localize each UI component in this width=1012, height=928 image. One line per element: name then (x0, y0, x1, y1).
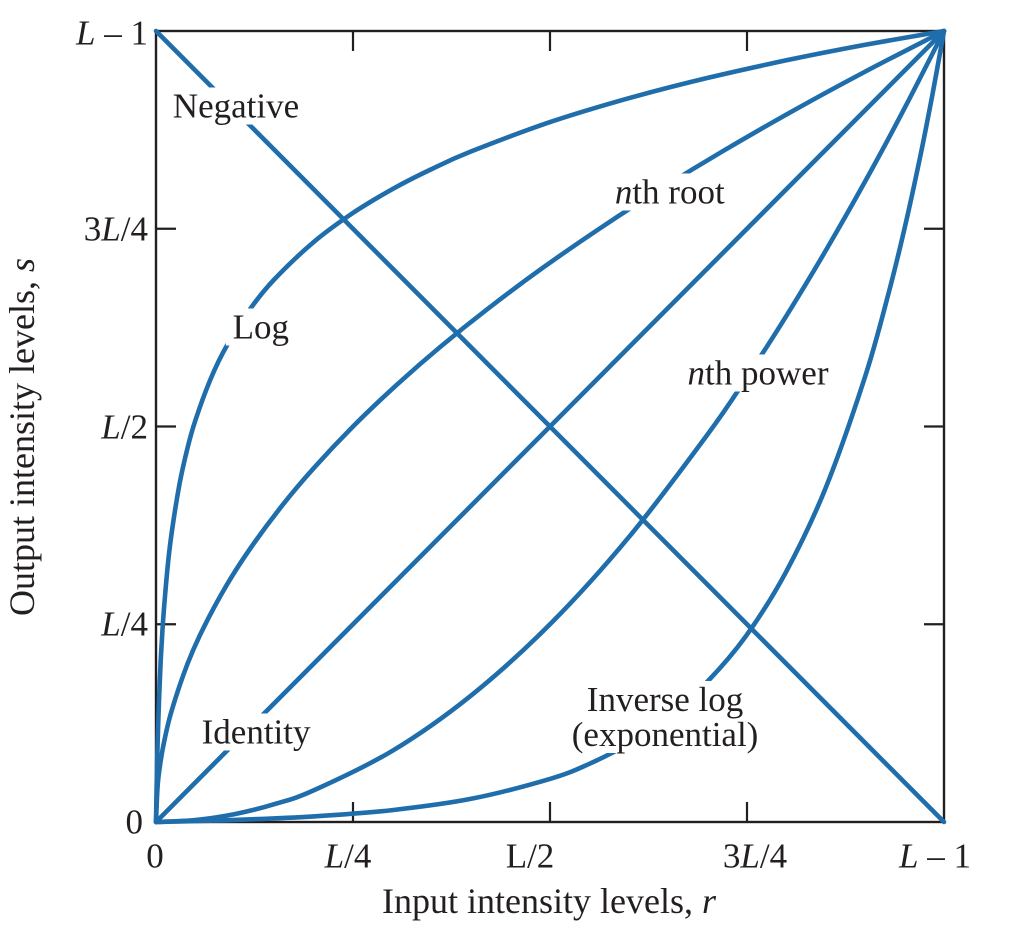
curve-nth-root (153, 28, 947, 825)
curve-label-identity: Identity (194, 713, 318, 751)
x-tick-label-2: L/2 (505, 836, 555, 876)
curve-label-negative: Negative (165, 87, 307, 125)
y-axis-title-text: Output intensity levels, (2, 272, 42, 616)
curve-identity (153, 28, 947, 825)
y-tick-label-3: 3L/4 (83, 209, 148, 249)
curve-label-log: Log (225, 308, 296, 346)
curve-label-nth-root: nth root (607, 173, 732, 211)
x-axis-title-variable: r (701, 881, 716, 921)
x-tick-label-1: L/4 (324, 836, 372, 876)
x-axis-title: Input intensity levels, r (382, 883, 716, 919)
y-axis-title: Output intensity levels, s (2, 258, 42, 616)
curve-label-nth-power: nth power (680, 354, 836, 392)
x-tick-label-0: 0 (146, 836, 164, 876)
y-tick-label-1: L/4 (101, 604, 148, 644)
curve-inverse-log (153, 28, 947, 825)
x-tick-label-3: 3L/4 (722, 836, 788, 876)
x-tick-label-4: L – 1 (899, 836, 971, 876)
curve-label-inverse-log: Inverse log (exponential) (564, 680, 766, 753)
curve-nth-power (153, 28, 947, 825)
y-axis-title-variable: s (2, 258, 42, 273)
y-tick-label-4: L – 1 (76, 13, 148, 53)
y-tick-label-0: 0 (125, 802, 144, 842)
x-axis-title-text: Input intensity levels, (382, 881, 702, 921)
y-tick-label-2: L/2 (101, 407, 148, 446)
